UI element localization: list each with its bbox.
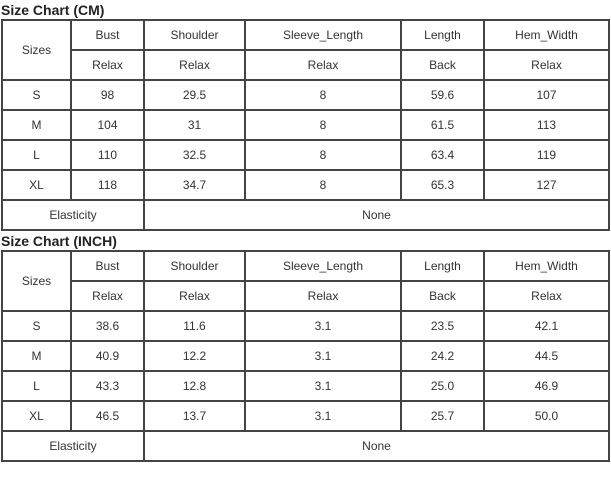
table-cell: S	[1, 79, 72, 111]
column-header: Shoulder	[143, 250, 246, 282]
table-cell: 46.5	[70, 400, 145, 432]
column-subheader: Relax	[143, 280, 246, 312]
column-header: Hem_Width	[483, 250, 610, 282]
table-cell: 24.2	[400, 340, 485, 372]
table-cell: S	[1, 310, 72, 342]
elasticity-value: None	[143, 199, 610, 231]
size-chart-table: Sizes Bust Shoulder Sleeve_Length Length Hem_…	[1, 19, 610, 231]
column-header: Hem_Width	[483, 19, 610, 51]
table-row: L 43.3 12.8 3.1 25.0 46.9	[1, 370, 610, 402]
table-cell: 23.5	[400, 310, 485, 342]
table-cell: 31	[143, 109, 246, 141]
column-subheader: Relax	[244, 280, 402, 312]
table-cell: 3.1	[244, 400, 402, 432]
table-row: S 38.6 11.6 3.1 23.5 42.1	[1, 310, 610, 342]
table-cell: 38.6	[70, 310, 145, 342]
table-cell: 46.9	[483, 370, 610, 402]
column-subheader: Back	[400, 280, 485, 312]
column-header: Shoulder	[143, 19, 246, 51]
subheader-row: Relax Relax Relax Back Relax	[2, 49, 610, 81]
table-cell: 29.5	[143, 79, 246, 111]
table-cell: 119	[483, 139, 610, 171]
table-cell: 12.8	[143, 370, 246, 402]
table-cell: 25.7	[400, 400, 485, 432]
sizes-header: Sizes	[1, 250, 72, 312]
table-cell: 118	[70, 169, 145, 201]
table-cell: M	[1, 340, 72, 372]
column-subheader: Relax	[143, 49, 246, 81]
table-cell: 104	[70, 109, 145, 141]
table-cell: L	[1, 139, 72, 171]
table-cell: XL	[1, 169, 72, 201]
column-subheader: Relax	[483, 280, 610, 312]
table-cell: 8	[244, 109, 402, 141]
table-cell: 25.0	[400, 370, 485, 402]
column-header: Length	[400, 250, 485, 282]
elasticity-row: Elasticity None	[1, 430, 610, 462]
column-header: Sleeve_Length	[244, 250, 402, 282]
table-cell: 98	[70, 79, 145, 111]
subheader-row: Relax Relax Relax Back Relax	[2, 280, 610, 312]
table-cell: 8	[244, 139, 402, 171]
column-header: Sleeve_Length	[244, 19, 402, 51]
table-cell: 127	[483, 169, 610, 201]
table-cell: 107	[483, 79, 610, 111]
table-cell: 34.7	[143, 169, 246, 201]
table-cell: 44.5	[483, 340, 610, 372]
table-row: M 40.9 12.2 3.1 24.2 44.5	[1, 340, 610, 372]
size-chart-table: Sizes Bust Shoulder Sleeve_Length Length Hem_…	[1, 250, 610, 462]
elasticity-label: Elasticity	[1, 199, 145, 231]
column-subheader: Relax	[483, 49, 610, 81]
table-cell: 3.1	[244, 310, 402, 342]
table-cell: 42.1	[483, 310, 610, 342]
column-subheader: Relax	[70, 49, 145, 81]
table-cell: 8	[244, 79, 402, 111]
table-cell: 3.1	[244, 370, 402, 402]
sizes-header: Sizes	[1, 19, 72, 81]
table-row: XL 46.5 13.7 3.1 25.7 50.0	[1, 400, 610, 432]
column-header: Length	[400, 19, 485, 51]
table-cell: 50.0	[483, 400, 610, 432]
table-cell: 3.1	[244, 340, 402, 372]
table-cell: 61.5	[400, 109, 485, 141]
table-row: XL 118 34.7 8 65.3 127	[1, 169, 610, 201]
column-header: Bust	[70, 250, 145, 282]
column-header: Bust	[70, 19, 145, 51]
table-cell: 8	[244, 169, 402, 201]
table-cell: L	[1, 370, 72, 402]
table-row: M 104 31 8 61.5 113	[1, 109, 610, 141]
table-cell: 43.3	[70, 370, 145, 402]
header-row: Sizes Bust Shoulder Sleeve_Length Length Hem_…	[1, 19, 610, 81]
table-cell: 110	[70, 139, 145, 171]
table-row: S 98 29.5 8 59.6 107	[1, 79, 610, 111]
table-cell: 65.3	[400, 169, 485, 201]
elasticity-row: Elasticity None	[1, 199, 610, 231]
column-subheader: Relax	[70, 280, 145, 312]
table-cell: 63.4	[400, 139, 485, 171]
table-cell: 11.6	[143, 310, 246, 342]
column-subheader: Relax	[244, 49, 402, 81]
column-subheader: Back	[400, 49, 485, 81]
table-cell: 113	[483, 109, 610, 141]
elasticity-value: None	[143, 430, 610, 462]
table-cell: 40.9	[70, 340, 145, 372]
size-chart-title: Size Chart (CM)	[1, 2, 105, 18]
table-cell: XL	[1, 400, 72, 432]
table-cell: 59.6	[400, 79, 485, 111]
table-cell: 32.5	[143, 139, 246, 171]
table-cell: M	[1, 109, 72, 141]
size-chart-title: Size Chart (INCH)	[1, 233, 117, 249]
elasticity-label: Elasticity	[1, 430, 145, 462]
table-row: L 110 32.5 8 63.4 119	[1, 139, 610, 171]
table-cell: 13.7	[143, 400, 246, 432]
header-row: Sizes Bust Shoulder Sleeve_Length Length Hem_…	[1, 250, 610, 312]
table-cell: 12.2	[143, 340, 246, 372]
